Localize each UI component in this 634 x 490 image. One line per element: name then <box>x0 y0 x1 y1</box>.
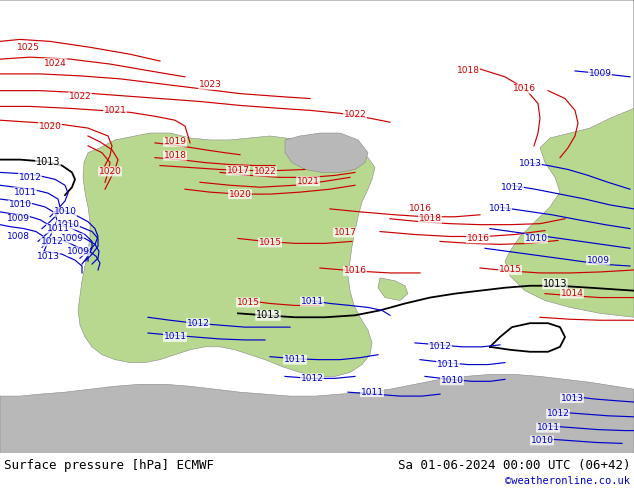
Text: 1020: 1020 <box>39 122 61 131</box>
Text: 1011: 1011 <box>361 388 384 397</box>
Text: 1011: 1011 <box>489 204 512 213</box>
Polygon shape <box>78 133 375 376</box>
Text: 1013: 1013 <box>543 279 567 289</box>
Text: 1009: 1009 <box>60 234 84 243</box>
Text: 1011: 1011 <box>46 224 70 233</box>
Text: 1011: 1011 <box>283 355 306 364</box>
Text: 1013: 1013 <box>519 159 541 168</box>
Text: 1013: 1013 <box>36 157 60 167</box>
Text: 1014: 1014 <box>560 289 583 298</box>
Text: 1017: 1017 <box>226 166 250 175</box>
Text: 1017: 1017 <box>333 228 356 237</box>
Text: Surface pressure [hPa] ECMWF: Surface pressure [hPa] ECMWF <box>4 459 214 472</box>
Text: 1016: 1016 <box>408 204 432 213</box>
Text: 1023: 1023 <box>198 80 221 89</box>
Text: 1018: 1018 <box>164 151 186 160</box>
Text: 1009: 1009 <box>586 256 609 265</box>
Text: 1012: 1012 <box>186 318 209 328</box>
Text: 1018: 1018 <box>456 67 479 75</box>
Text: 1013: 1013 <box>560 393 583 403</box>
Text: 1021: 1021 <box>103 106 126 115</box>
Text: 1011: 1011 <box>536 423 559 432</box>
Text: 1021: 1021 <box>297 177 320 186</box>
Text: 1019: 1019 <box>164 137 186 147</box>
Text: 1020: 1020 <box>229 190 252 198</box>
Text: 1025: 1025 <box>16 43 39 52</box>
Text: 1016: 1016 <box>512 84 536 93</box>
Text: 1009: 1009 <box>6 214 30 223</box>
Text: 1016: 1016 <box>467 234 489 243</box>
Text: 1011: 1011 <box>301 297 323 306</box>
Text: 1010: 1010 <box>531 436 553 445</box>
Text: 1012: 1012 <box>301 374 323 383</box>
Text: 1011: 1011 <box>13 188 37 196</box>
Text: 1016: 1016 <box>344 267 366 275</box>
Text: 1009: 1009 <box>588 70 612 78</box>
Text: 1010: 1010 <box>53 207 77 217</box>
Text: 1018: 1018 <box>418 214 441 223</box>
Polygon shape <box>285 133 368 172</box>
Text: 1015: 1015 <box>259 238 281 247</box>
Text: 1012: 1012 <box>41 237 63 246</box>
Text: 1011: 1011 <box>436 360 460 369</box>
Text: 1010: 1010 <box>441 376 463 385</box>
Text: 1022: 1022 <box>254 167 276 176</box>
Text: 1008: 1008 <box>6 232 30 241</box>
Polygon shape <box>0 0 634 318</box>
Text: 1022: 1022 <box>68 92 91 101</box>
Text: 1011: 1011 <box>164 333 186 342</box>
Text: 1015: 1015 <box>498 266 522 274</box>
Polygon shape <box>0 374 634 453</box>
Text: 1012: 1012 <box>547 409 569 418</box>
Text: ©weatheronline.co.uk: ©weatheronline.co.uk <box>505 476 630 486</box>
Text: 1010: 1010 <box>524 234 548 243</box>
Polygon shape <box>378 278 408 300</box>
Text: 1009: 1009 <box>67 247 89 256</box>
Text: 1013: 1013 <box>256 310 280 320</box>
Text: 1012: 1012 <box>18 173 41 182</box>
Text: 1020: 1020 <box>98 167 122 176</box>
Polygon shape <box>478 386 515 410</box>
Text: 1015: 1015 <box>236 298 259 307</box>
Text: 1024: 1024 <box>44 59 67 68</box>
Text: 1013: 1013 <box>37 252 60 261</box>
Text: 1022: 1022 <box>344 110 366 119</box>
Text: 1012: 1012 <box>501 183 524 192</box>
Text: Sa 01-06-2024 00:00 UTC (06+42): Sa 01-06-2024 00:00 UTC (06+42) <box>398 459 630 472</box>
Text: 1010: 1010 <box>56 220 79 229</box>
Text: 1012: 1012 <box>429 343 451 351</box>
Text: 1010: 1010 <box>8 200 32 209</box>
